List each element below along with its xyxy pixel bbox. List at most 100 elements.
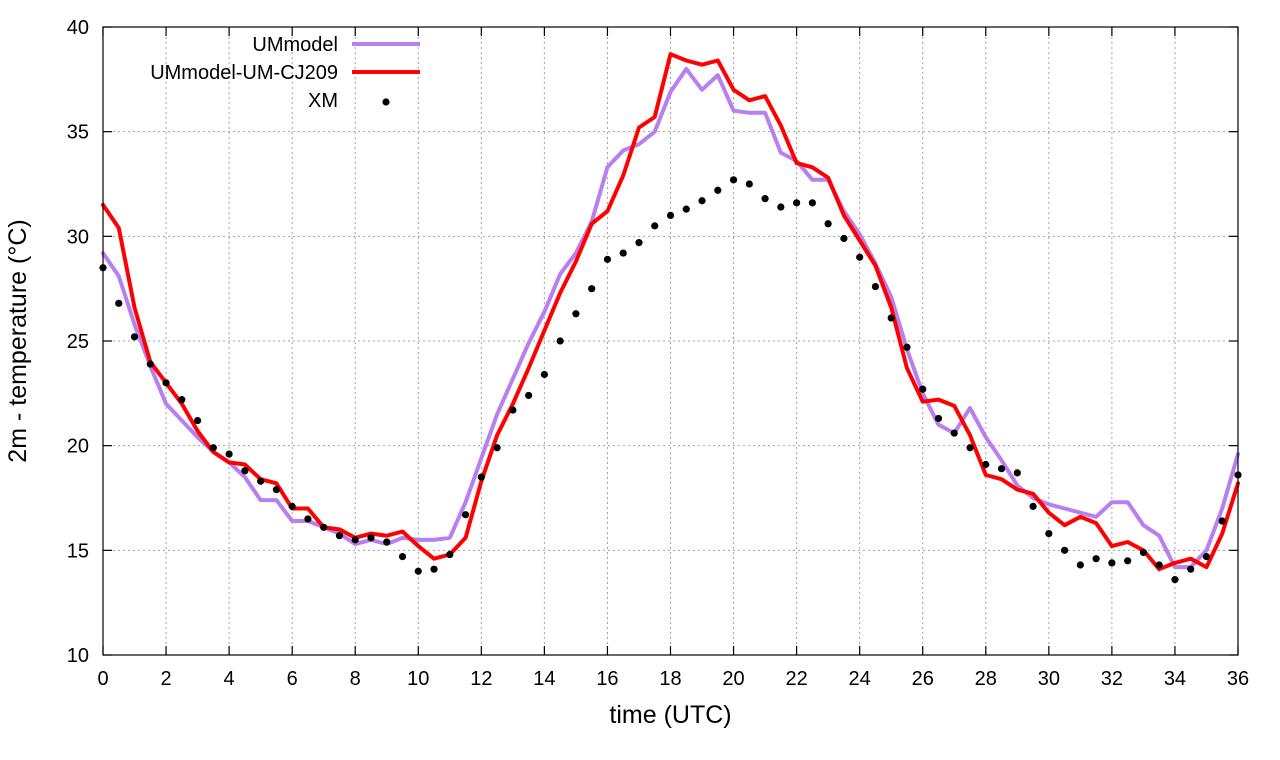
data-point-xm [1187,565,1195,573]
data-point-xm [1029,502,1037,510]
data-point-xm [304,515,312,523]
series-line-ummodel [101,66,1240,570]
data-point-xm [603,255,612,263]
x-tick-label: 6 [287,668,298,690]
data-point-xm [745,180,753,188]
y-tick-label: 35 [67,122,89,144]
data-point-xm [934,414,943,423]
x-tick-label: 2 [160,668,171,690]
data-point-xm [414,567,422,575]
data-point-xm [493,444,501,452]
data-point-xm [966,444,974,452]
data-point-xm [1139,548,1148,557]
data-point-xm [651,222,659,230]
y-tick-label: 10 [67,645,89,667]
y-tick-label: 20 [67,436,89,458]
data-point-xm [982,460,990,469]
x-tick-label: 0 [97,668,108,690]
x-axis-label: time (UTC) [609,701,731,729]
data-point-xm [682,205,690,213]
data-point-xm [351,536,359,544]
data-point-xm [115,299,123,307]
data-point-xm [383,538,391,546]
data-point-xm [824,220,832,228]
legend: UMmodel UMmodel-UM-CJ209 XM [150,34,420,112]
data-point-xm [777,203,785,211]
data-point-xm [430,565,438,573]
legend-swatch-xm [382,98,390,106]
data-point-xm [635,239,643,247]
data-point-xm [1013,469,1021,477]
data-point-xm [146,360,154,368]
data-point-xm [162,379,170,387]
data-point-xm [193,416,202,425]
x-tick-label: 22 [785,668,807,690]
legend-label-ummodel: UMmodel [252,34,338,56]
data-point-xm [367,534,375,542]
data-point-xm [1092,555,1100,563]
x-tick-label: 30 [1038,668,1060,690]
y-axis-label: 2m - temperature (°C) [4,219,32,462]
y-tick-label: 40 [67,17,89,39]
data-point-xm [856,253,864,261]
data-point-xm [729,176,738,184]
x-tick-label: 18 [659,668,681,690]
x-tick-label: 32 [1101,668,1123,690]
y-tick-label: 15 [67,540,89,562]
x-tick-label: 20 [722,668,744,690]
data-point-xm [509,406,517,414]
data-point-xm [461,511,470,519]
x-tick-label: 26 [912,668,934,690]
x-tick-label: 34 [1164,668,1186,690]
legend-label-xm: XM [308,90,338,112]
data-point-xm [398,553,407,561]
data-point-xm [887,314,895,322]
data-point-xm [178,396,186,404]
data-point-xm [1108,559,1116,567]
data-point-xm [272,486,281,494]
data-point-xm [619,249,627,257]
legend-label-ummodel-um-cj209: UMmodel-UM-CJ209 [150,62,338,84]
axis-ticks: 0 2 4 6 8 10 12 14 16 18 20 22 24 26 28 30 32 34 361015202… [67,17,1249,690]
x-tick-label: 10 [407,668,429,690]
data-point-xm [1171,576,1179,584]
x-tick-label: 16 [596,668,618,690]
data-point-xm [540,370,548,379]
data-point-xm [1060,546,1069,554]
data-point-xm [130,333,139,341]
data-point-xm [808,199,816,207]
data-point-xm [1218,517,1226,525]
y-tick-label: 30 [67,226,89,248]
data-point-xm [1155,561,1163,569]
x-tick-label: 8 [350,668,361,690]
data-point-xm [1124,557,1132,565]
data-point-xm [761,195,769,203]
data-point-xm [950,429,958,437]
data-point-xm [257,477,265,485]
data-point-xm [525,391,533,400]
data-point-xm [1076,561,1084,569]
data-point-xm [588,285,596,293]
y-tick-label: 25 [67,331,89,353]
data-point-xm [871,282,880,291]
data-point-xm [335,532,344,540]
data-point-xm [556,337,564,345]
data-point-xm [320,523,328,531]
data-point-xm [209,444,217,452]
data-point-xm [288,502,296,510]
data-point-xm [1045,529,1053,538]
data-point-xm [241,467,249,475]
data-point-xm [919,385,927,393]
data-point-xm [698,197,706,205]
x-tick-label: 36 [1227,668,1249,690]
data-point-xm [793,199,801,207]
data-point-xm [714,186,722,194]
x-tick-label: 12 [470,668,492,690]
x-tick-label: 28 [975,668,997,690]
series-layer [99,52,1242,584]
data-point-xm [477,473,485,481]
data-point-xm [997,465,1006,473]
data-point-xm [840,234,848,243]
data-point-xm [572,310,580,318]
